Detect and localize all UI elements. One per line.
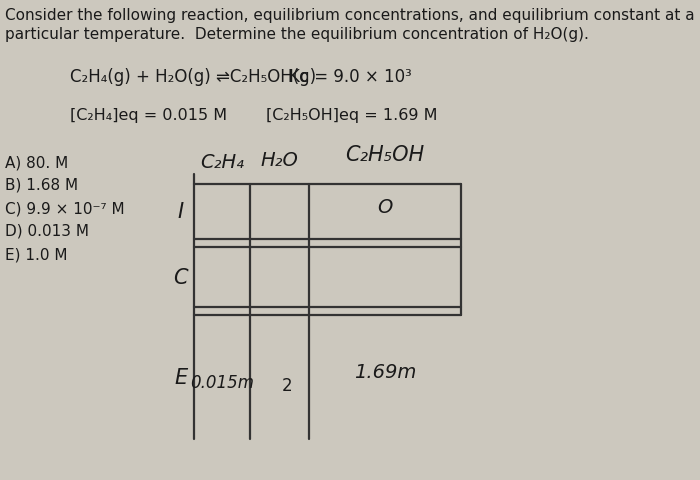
Text: 1.69m: 1.69m xyxy=(354,363,416,382)
Text: C: C xyxy=(174,267,188,288)
Text: 2: 2 xyxy=(282,376,293,394)
Text: H₂O: H₂O xyxy=(260,151,298,170)
Text: [C₂H₄]eq = 0.015 M: [C₂H₄]eq = 0.015 M xyxy=(71,108,228,123)
Text: 0.015m: 0.015m xyxy=(190,373,254,391)
Text: D) 0.013 M: D) 0.013 M xyxy=(6,224,90,239)
Text: [C₂H₅OH]eq = 1.69 M: [C₂H₅OH]eq = 1.69 M xyxy=(266,108,438,123)
Text: Consider the following reaction, equilibrium concentrations, and equilibrium con: Consider the following reaction, equilib… xyxy=(6,8,695,23)
Text: particular temperature.  Determine the equilibrium concentration of H₂O(g).: particular temperature. Determine the eq… xyxy=(6,27,589,42)
Text: B) 1.68 M: B) 1.68 M xyxy=(6,178,78,192)
Text: I: I xyxy=(178,202,183,222)
Text: E) 1.0 M: E) 1.0 M xyxy=(6,247,68,262)
Text: C₂H₄(g) + H₂O(g) ⇌C₂H₅OH(g): C₂H₄(g) + H₂O(g) ⇌C₂H₅OH(g) xyxy=(71,68,316,86)
Text: Kᴄ = 9.0 × 10³: Kᴄ = 9.0 × 10³ xyxy=(289,68,412,86)
Text: C₂H₅OH: C₂H₅OH xyxy=(346,144,425,165)
Text: A) 80. M: A) 80. M xyxy=(6,155,69,169)
Text: C₂H₄: C₂H₄ xyxy=(200,153,244,172)
Text: C) 9.9 × 10⁻⁷ M: C) 9.9 × 10⁻⁷ M xyxy=(6,201,125,216)
Text: E: E xyxy=(174,367,188,387)
Text: O: O xyxy=(377,198,393,216)
